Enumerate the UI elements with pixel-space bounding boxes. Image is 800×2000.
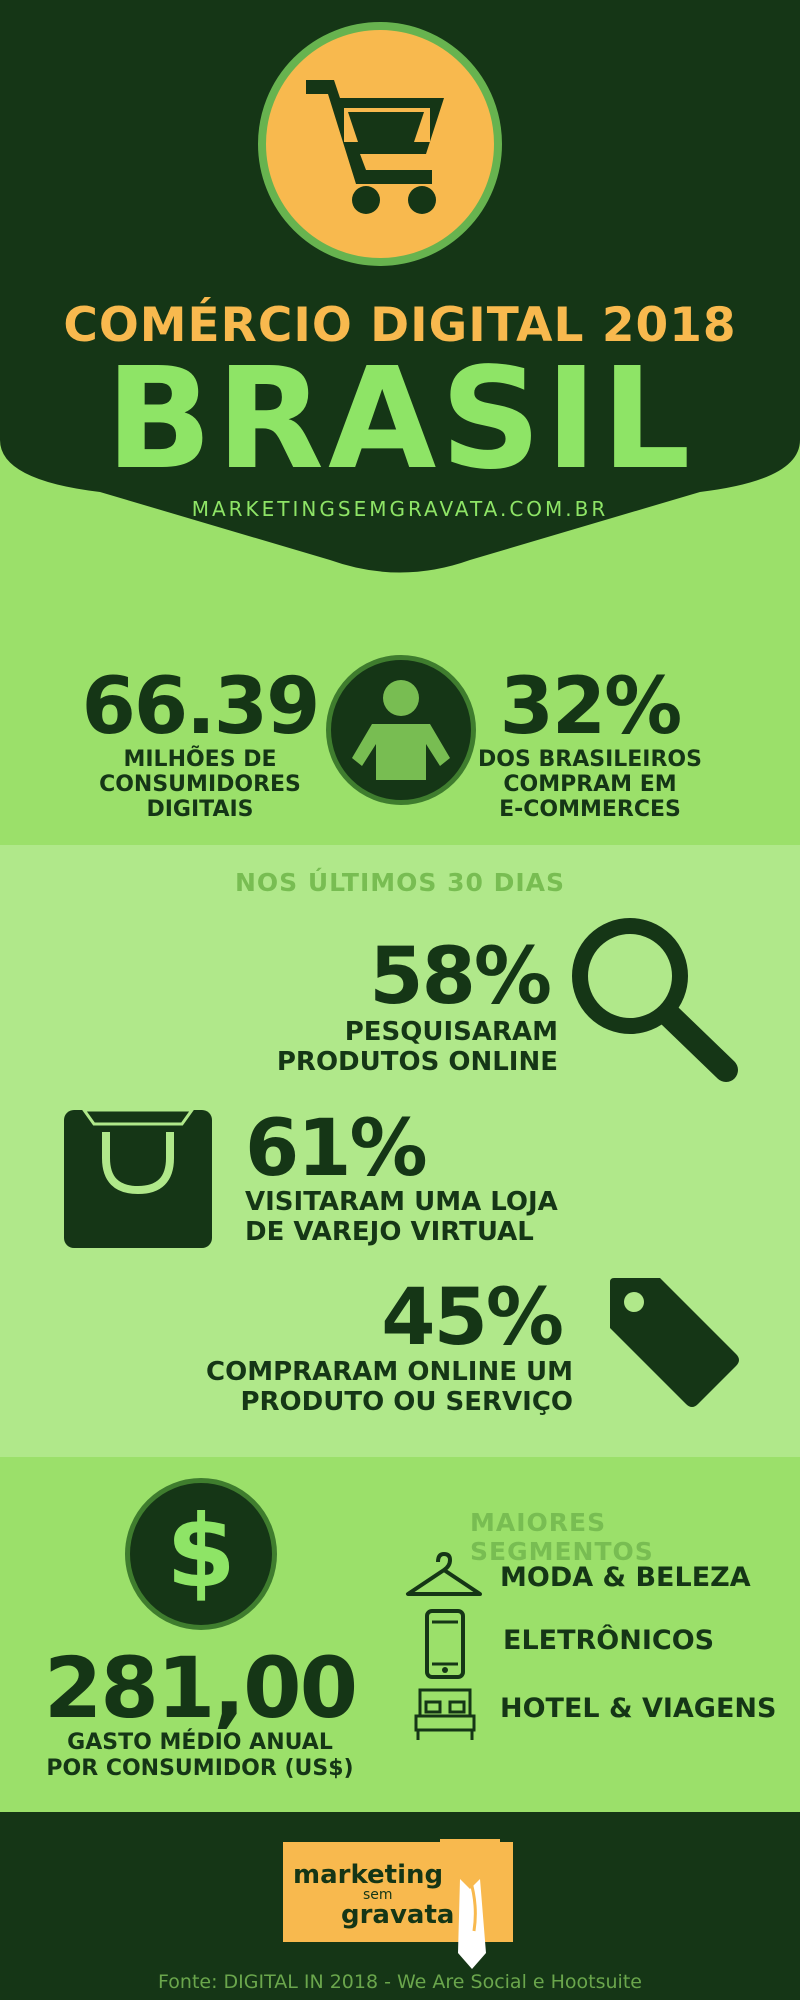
bought-line-2: PRODUTO OU SERVIÇO <box>240 1387 573 1417</box>
consumers-label-2: CONSUMIDORES <box>99 772 301 797</box>
visited-value: 61% <box>245 1104 428 1194</box>
hanger-icon <box>406 1552 482 1596</box>
consumers-value: 66.39 <box>81 662 321 752</box>
source-credit: Fonte: DIGITAL IN 2018 - We Are Social e… <box>158 1971 642 1993</box>
dollar-icon: $ <box>166 1493 236 1610</box>
header-subtitle: COMÉRCIO DIGITAL 2018 <box>63 298 737 353</box>
visited-line-2: DE VAREJO VIRTUAL <box>245 1217 534 1247</box>
segment-fashion: MODA & BELEZA <box>500 1562 751 1593</box>
bought-line-1: COMPRARAM ONLINE UM <box>206 1357 573 1387</box>
buyers-label-1: DOS BRASILEIROS <box>478 747 702 772</box>
segment-travel: HOTEL & VIAGENS <box>500 1693 777 1724</box>
consumers-label-1: MILHÕES DE <box>123 747 277 772</box>
visited-line-1: VISITARAM UMA LOJA <box>245 1187 558 1217</box>
person-icon <box>352 680 450 780</box>
searched-value: 58% <box>369 932 552 1022</box>
logo-line-1: marketing <box>293 1860 444 1890</box>
segments-heading: MAIORES SEGMENTOS <box>470 1508 654 1566</box>
spending-label-2: POR CONSUMIDOR (US$) <box>46 1756 354 1781</box>
magnifier-icon <box>572 918 738 1082</box>
buyers-label-3: E-COMMERCES <box>499 797 681 822</box>
dollar-circle <box>125 1478 277 1630</box>
segment-electronics: ELETRÔNICOS <box>503 1625 715 1656</box>
price-tag-icon <box>610 1278 739 1407</box>
spending-section <box>0 1457 800 1812</box>
spending-label-1: GASTO MÉDIO ANUAL <box>67 1730 333 1755</box>
shopping-cart-icon <box>306 80 444 214</box>
buyers-value: 32% <box>499 662 683 752</box>
spending-value: 281,00 <box>43 1639 358 1737</box>
last-30-days-heading: NOS ÚLTIMOS 30 DIAS <box>234 868 566 897</box>
buyers-label-2: COMPRAM EM <box>503 772 677 797</box>
logo-line-3: gravata <box>341 1900 455 1930</box>
searched-line-1: PESQUISARAM <box>344 1017 558 1047</box>
tie-logo-mark <box>440 1839 500 1969</box>
smartphone-icon <box>425 1609 465 1679</box>
logo-line-2: sem <box>363 1887 393 1903</box>
bed-icon <box>414 1688 476 1740</box>
header-title: BRASIL <box>105 338 695 501</box>
bought-value: 45% <box>381 1273 564 1363</box>
header-background <box>0 0 800 573</box>
shopping-bag-icon <box>64 1108 212 1248</box>
searched-line-2: PRODUTOS ONLINE <box>276 1047 558 1077</box>
consumers-label-3: DIGITAIS <box>146 797 254 822</box>
website-link[interactable]: MARKETINGSEMGRAVATA.COM.BR <box>191 497 609 521</box>
